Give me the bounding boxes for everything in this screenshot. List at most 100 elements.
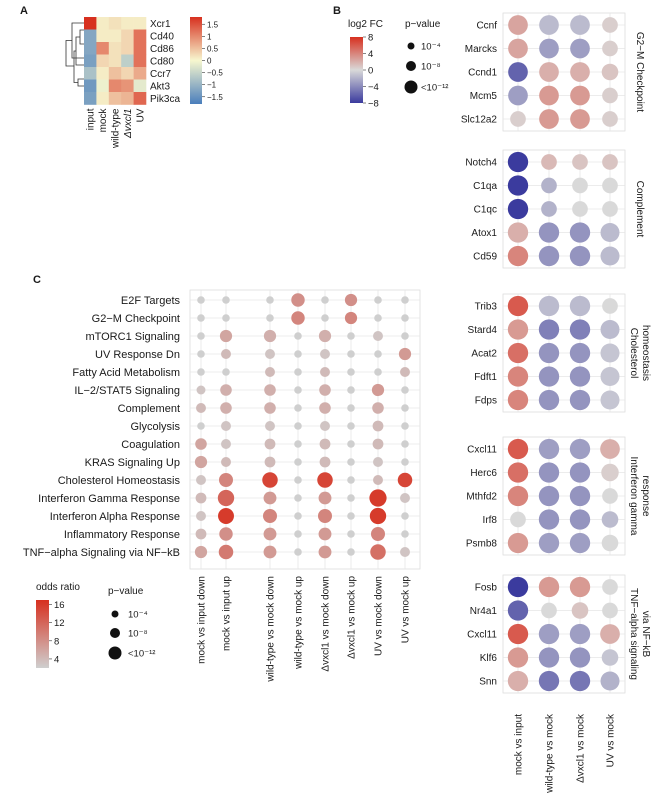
heatmap-row-label: Ccr7 <box>150 69 172 80</box>
dotplot-c-point <box>347 368 355 376</box>
gene-group-label: Interferon gamma <box>628 457 639 536</box>
dotplot-b-point <box>507 151 529 173</box>
dotplot-b-point <box>541 154 557 170</box>
dotplot-b-point <box>508 38 528 59</box>
dotplot-c-point <box>194 455 208 469</box>
dotplot-b-point <box>539 85 559 106</box>
dotplot-c-point <box>318 491 332 505</box>
heatmap-legend-label: 1 <box>207 32 212 41</box>
dotplot-b-point <box>602 111 618 127</box>
heatmap-cell <box>108 67 122 80</box>
dotplot-c-point <box>294 350 302 358</box>
heatmap-row-label: Cd40 <box>150 31 174 42</box>
heatmap-row-label: Cd80 <box>150 56 174 67</box>
dotplot-b-point <box>602 201 618 217</box>
dotplot-b-point <box>541 201 557 217</box>
dotplot-c-point <box>320 349 330 359</box>
dotplot-b-point <box>569 532 591 554</box>
dotplot-c-point <box>347 404 355 412</box>
dotplot-c-point <box>320 421 330 431</box>
dotplot-b-point <box>507 245 529 267</box>
gene-label: Cxcl11 <box>467 630 497 641</box>
dotplot-c-point <box>370 544 386 560</box>
dotplot-c-point <box>221 439 231 449</box>
dotplot-c-point <box>344 293 358 307</box>
dotplot-c-point <box>294 530 302 538</box>
fc-legend-label: 8 <box>368 33 373 44</box>
odds-legend-label: 8 <box>54 636 59 647</box>
dotplot-c-point <box>347 494 355 502</box>
heatmap-cell <box>133 42 147 55</box>
dotplot-c-point <box>369 489 387 507</box>
dotplot-b-point <box>507 342 529 364</box>
dotplot-b-col-label: mock vs input <box>514 714 525 775</box>
dotplot-b-point <box>600 246 620 266</box>
dotplot-c-col-label: UV vs mock down <box>374 576 385 656</box>
dotplot-c-point <box>318 509 332 523</box>
dotplot-b-point <box>569 319 591 340</box>
heatmap-cell <box>121 29 134 43</box>
p-legend-label-b: <10⁻¹² <box>421 83 448 94</box>
dotplot-b-point <box>570 62 590 82</box>
dotplot-b-point <box>508 85 528 106</box>
gene-label: Marcks <box>465 44 497 55</box>
dotplot-c-point <box>294 548 302 556</box>
fc-legend-title: log2 FC <box>348 19 383 30</box>
dotplot-b-point <box>508 15 528 35</box>
heatmap-cell <box>84 79 97 93</box>
heatmap-cell <box>96 54 110 68</box>
dotplot-b-point <box>602 602 618 619</box>
heatmap-cell <box>133 17 147 30</box>
heatmap-cell <box>133 92 147 105</box>
heatmap-cell <box>121 17 134 30</box>
dotplot-b-point <box>538 366 560 387</box>
dotplot-c-point <box>398 347 412 361</box>
dotplot-b-point <box>600 390 620 410</box>
p-legend-point-b <box>404 80 418 94</box>
pathway-label: mTORC1 Signaling <box>85 331 180 343</box>
dotplot-c-point <box>291 311 305 325</box>
dotplot-b-point <box>507 576 529 598</box>
dotplot-b-point <box>600 343 620 363</box>
dotplot-b-point <box>507 532 529 554</box>
dotplot-c-point <box>196 385 206 395</box>
gene-label: Nr4a1 <box>470 606 498 617</box>
dotplot-b-point <box>538 462 560 483</box>
dotplot-c-point <box>347 530 355 538</box>
dotplot-b-point <box>600 223 620 242</box>
dotplot-b-point <box>538 438 560 460</box>
fc-legend-label: −4 <box>368 82 379 93</box>
heatmap-cell <box>84 17 97 30</box>
dotplot-b-point <box>600 320 620 339</box>
heatmap-legend-label: −1.5 <box>207 93 223 102</box>
dotplot-c-point <box>401 296 409 304</box>
gene-label: Snn <box>479 677 497 688</box>
gene-label: Psmb8 <box>466 539 498 550</box>
pathway-label: Coagulation <box>121 439 180 451</box>
dotplot-b-point <box>507 389 529 411</box>
odds-legend-title: odds ratio <box>36 582 80 593</box>
dotplot-c-point <box>219 329 233 343</box>
dotplot-b-point <box>572 201 588 217</box>
dotplot-c-point <box>369 507 387 525</box>
heatmap-cell <box>133 29 147 43</box>
pathway-label: UV Response Dn <box>95 349 180 361</box>
dotplot-b-point <box>507 485 529 507</box>
dotplot-c-point <box>219 473 233 487</box>
dotplot-c-point <box>401 458 409 466</box>
dotplot-c-point <box>347 512 355 520</box>
pathway-label: Interferon Gamma Response <box>38 493 180 505</box>
dotplot-c-col-label: mock vs input up <box>222 576 233 651</box>
dotplot-c-point <box>318 545 332 559</box>
dotplot-c-point <box>374 368 382 376</box>
dotplot-c-point <box>372 402 384 414</box>
dotplot-c-point <box>294 494 302 502</box>
dotplot-c-point <box>400 367 410 377</box>
dotplot-b-point <box>510 511 526 528</box>
dotplot-b-point <box>569 438 591 460</box>
dotplot-c-point <box>217 489 235 507</box>
p-legend-point-b <box>407 42 415 50</box>
dotplot-b-col-label: wild-type vs mock <box>545 713 556 794</box>
heatmap-col-label: mock <box>98 108 109 133</box>
gene-label: Mcm5 <box>470 91 498 102</box>
